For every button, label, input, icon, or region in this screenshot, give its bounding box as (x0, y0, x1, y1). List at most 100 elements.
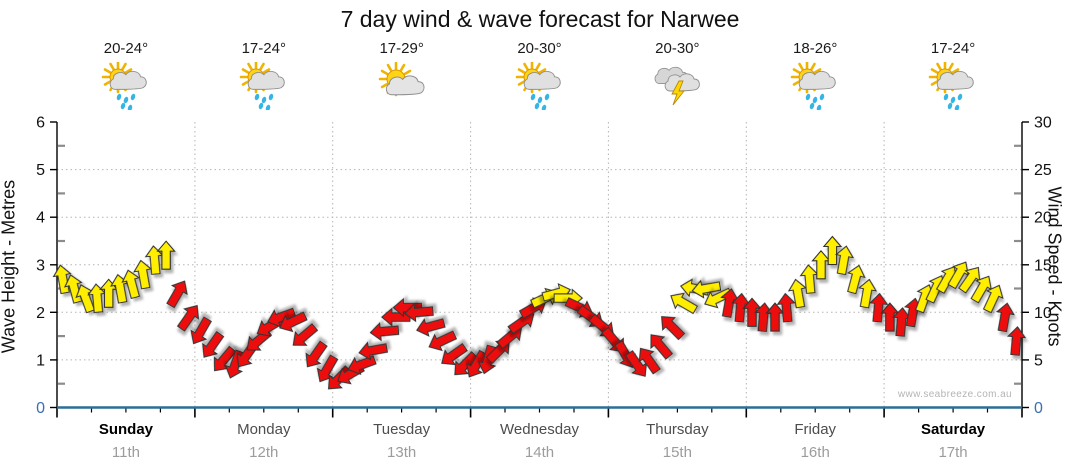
weather-icon-sun-cloud-rain (928, 60, 974, 112)
wind-arrow (661, 316, 686, 341)
day-weather-icon (514, 60, 566, 112)
day-temp-range: 20-24° (103, 40, 149, 57)
day-weather-icon (100, 60, 152, 112)
left-tick-label: 2 (36, 305, 45, 322)
wind-arrow (846, 264, 866, 295)
rain-drops-icon (530, 93, 549, 112)
wind-arrow (176, 304, 200, 332)
day-weather-icon (927, 60, 979, 112)
left-tick-label: 0 (36, 400, 45, 417)
wind-arrow (428, 330, 458, 352)
wind-arrow (765, 302, 785, 332)
day-weather-icon (238, 60, 290, 112)
day-temp-range: 18-26° (793, 40, 838, 57)
day-name-label: Sunday (98, 421, 154, 438)
wind-arrow (982, 284, 1004, 314)
day-temp-range: 17-24° (930, 40, 976, 57)
wind-arrow (787, 278, 807, 309)
wind-arrow (857, 278, 878, 309)
right-tick-label: 30 (1034, 115, 1052, 132)
day-date-label: 17th (938, 444, 968, 461)
left-tick-label: 3 (36, 257, 45, 274)
cloud-icon (798, 70, 836, 90)
day-weather-icon (789, 60, 841, 112)
wind-arrow (202, 330, 225, 358)
wind-arrow (466, 349, 488, 378)
weather-icon-sun-cloud-rain (101, 60, 147, 112)
wind-arrow (441, 342, 468, 366)
day-temp-range: 17-24° (241, 40, 286, 57)
wind-arrow (822, 235, 843, 266)
watermark: www.seabreeze.com.au (897, 389, 1012, 400)
day-temp-range: 17-29° (379, 40, 424, 57)
right-tick-label: 15 (1034, 257, 1052, 274)
wind-arrow (416, 318, 446, 337)
wind-arrow (316, 354, 339, 383)
rain-drops-icon (254, 93, 274, 112)
day-weather-icon (651, 62, 703, 110)
wind-arrow (267, 307, 297, 328)
weather-icon-sun-cloud-rain (790, 60, 836, 112)
wind-arrow (670, 292, 699, 315)
wind-arrow (156, 240, 176, 270)
day-weather-icon (376, 61, 428, 110)
day-name-label: Friday (794, 421, 837, 438)
day-name-label: Saturday (920, 421, 986, 438)
weather-icon-storm (654, 66, 701, 106)
day-temp-range: 20-30° (517, 40, 562, 57)
right-tick-label: 5 (1034, 352, 1043, 369)
rain-drops-icon (943, 93, 963, 112)
left-tick-label: 5 (36, 162, 45, 179)
page-title: 7 day wind & wave forecast for Narwee (340, 6, 740, 32)
wind-arrow (995, 302, 1015, 333)
day-date-label: 14th (524, 444, 555, 461)
rain-drops-icon (805, 93, 825, 112)
cloud-icon (247, 70, 285, 90)
wind-arrow (292, 323, 319, 346)
wind-arrow (834, 245, 855, 276)
wind-arrow (121, 269, 141, 300)
wind-arrow (691, 279, 722, 299)
wind-arrow (404, 302, 434, 323)
wind-arrow (133, 259, 153, 290)
lightning-icon (671, 80, 686, 106)
wind-arrow (305, 340, 328, 368)
weather-icon-sun-cloud (378, 61, 425, 97)
left-tick-label: 6 (36, 115, 45, 132)
wind-arrow (1006, 326, 1027, 356)
cloud-icon (936, 70, 974, 90)
cloud-icon (385, 75, 425, 96)
day-date-label: 13th (387, 444, 417, 461)
wind-arrow (776, 292, 796, 323)
wind-arrow (638, 347, 661, 375)
wind-arrow (869, 292, 889, 323)
cloud-icon (523, 70, 561, 90)
day-name-label: Wednesday (500, 421, 579, 438)
day-date-label: 12th (249, 444, 279, 461)
day-date-label: 15th (662, 444, 692, 461)
wind-arrow (369, 322, 400, 342)
left-tick-label: 4 (36, 210, 45, 227)
right-tick-label: 0 (1034, 400, 1043, 417)
wind-arrow (358, 341, 389, 361)
right-tick-label: 20 (1034, 210, 1052, 227)
day-date-label: 11th (111, 444, 140, 461)
wind-arrow (190, 316, 212, 345)
wind-arrow (166, 280, 188, 309)
left-tick-label: 1 (36, 352, 45, 369)
day-name-label: Tuesday (373, 421, 431, 438)
day-name-label: Monday (237, 421, 291, 438)
rain-drops-icon (116, 93, 136, 112)
day-date-label: 16th (800, 444, 830, 461)
weather-icon-sun-cloud-rain (239, 60, 285, 112)
weather-icon-sun-cloud-rain (515, 60, 561, 112)
right-tick-label: 25 (1034, 162, 1052, 179)
cloud-icon (109, 70, 147, 90)
day-name-label: Thursday (646, 421, 709, 438)
wind-arrow (347, 355, 377, 375)
wind-arrow (650, 334, 674, 360)
right-tick-label: 10 (1034, 305, 1052, 322)
day-temp-range: 20-30° (655, 40, 700, 57)
